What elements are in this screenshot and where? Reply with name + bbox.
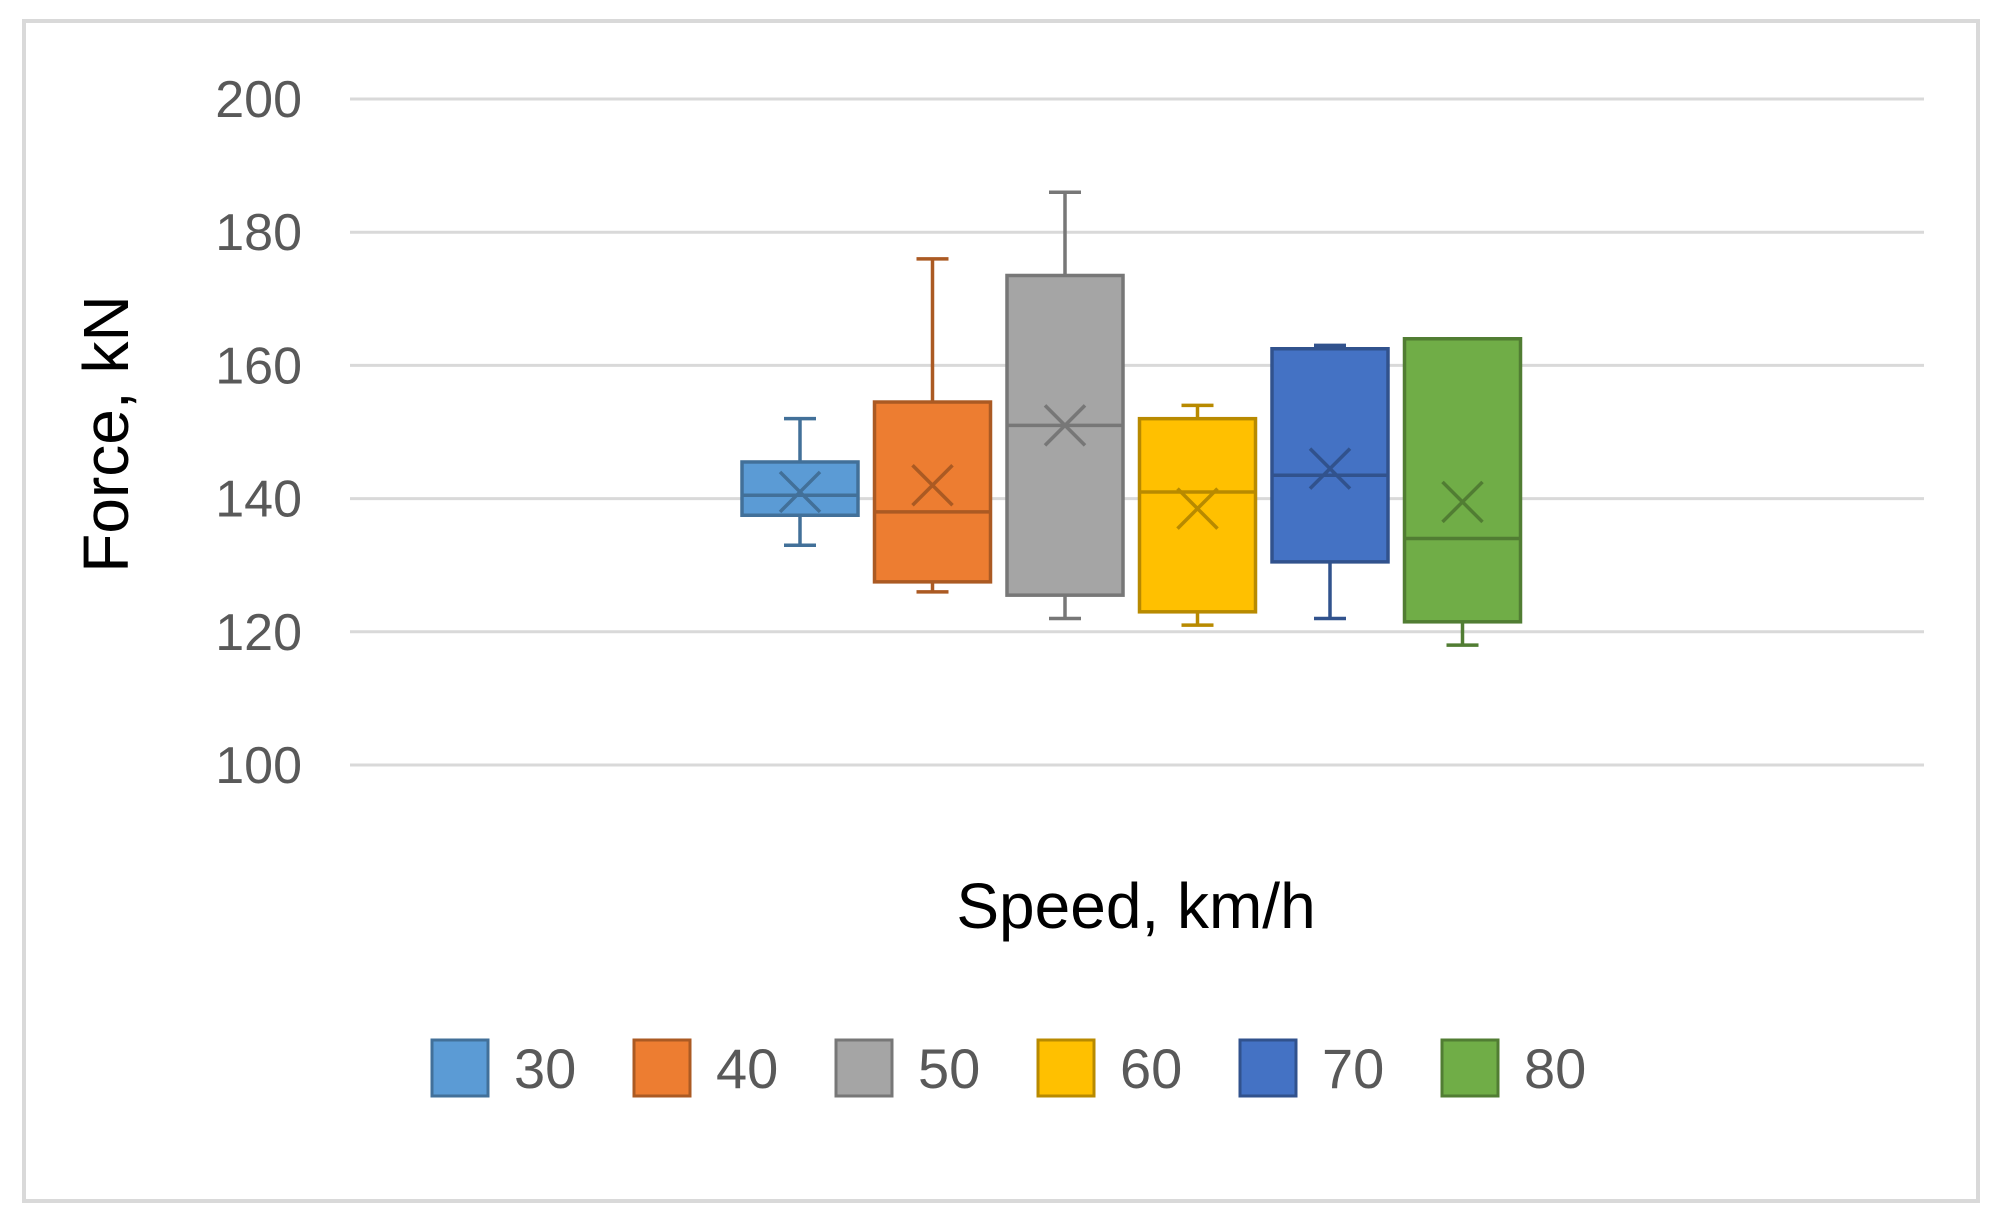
y-tick-label-120: 120 — [215, 604, 302, 662]
legend-item-60: 60 — [1036, 1037, 1182, 1100]
legend-swatch-40 — [632, 1038, 692, 1098]
box-plots — [740, 190, 1523, 647]
y-tick-label-180: 180 — [215, 204, 302, 262]
chart-border — [22, 19, 1980, 1203]
mean-marker-b-40 — [911, 464, 954, 507]
legend-item-40: 40 — [632, 1037, 778, 1100]
legend-label-40: 40 — [716, 1037, 778, 1100]
x-axis-title: Speed, km/h — [956, 870, 1315, 942]
legend: 30 40 50 60 70 80 — [430, 1037, 1586, 1100]
legend-item-70: 70 — [1238, 1037, 1384, 1100]
legend-label-50: 50 — [918, 1037, 980, 1100]
legend-label-60: 60 — [1120, 1037, 1182, 1100]
legend-item-80: 80 — [1440, 1037, 1586, 1100]
box-80 — [1402, 337, 1523, 624]
box-70 — [1270, 347, 1390, 564]
legend-label-80: 80 — [1524, 1037, 1586, 1100]
y-tick-label-160: 160 — [215, 337, 302, 395]
box-30 — [740, 460, 860, 517]
mean-marker-b-60 — [1176, 487, 1219, 530]
y-tick-label-200: 200 — [215, 71, 302, 129]
box-plot-80 — [1402, 337, 1523, 647]
gridlines — [350, 97, 1924, 767]
legend-item-30: 30 — [430, 1037, 576, 1100]
box-plot-50 — [1005, 190, 1125, 621]
legend-label-30: 30 — [514, 1037, 576, 1100]
box-plot-40 — [872, 257, 993, 594]
mean-marker-b-70 — [1308, 447, 1352, 490]
y-tick-label-100: 100 — [215, 737, 302, 795]
mean-marker-b-80 — [1441, 480, 1484, 524]
box-plot-30 — [740, 416, 860, 547]
legend-swatch-60 — [1036, 1038, 1096, 1098]
y-axis-title: Force, kN — [70, 295, 142, 572]
legend-swatch-50 — [834, 1038, 894, 1098]
box-plot-70 — [1270, 343, 1390, 621]
legend-swatch-70 — [1238, 1038, 1298, 1098]
box-50 — [1005, 273, 1125, 597]
legend-swatch-30 — [430, 1038, 490, 1098]
mean-marker-b-50 — [1043, 404, 1087, 447]
y-axis-ticks: 100 120 140 160 180 200 — [215, 71, 302, 795]
legend-item-50: 50 — [834, 1037, 980, 1100]
legend-swatch-80 — [1440, 1038, 1500, 1098]
box-plot-60 — [1137, 403, 1258, 627]
box-40 — [872, 400, 993, 584]
box-60 — [1137, 416, 1258, 614]
legend-label-70: 70 — [1322, 1037, 1384, 1100]
mean-marker-b-30 — [778, 470, 822, 514]
y-tick-label-140: 140 — [215, 471, 302, 529]
